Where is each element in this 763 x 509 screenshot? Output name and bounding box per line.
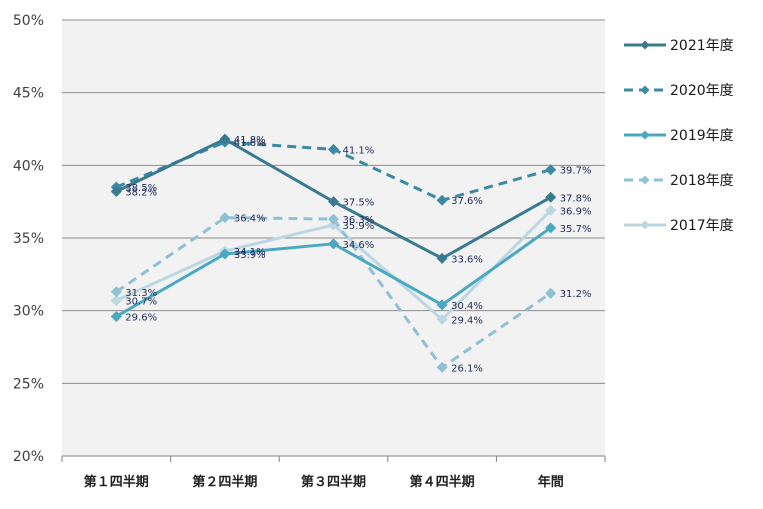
data-label: 35.9% bbox=[343, 221, 375, 232]
x-tick-label: 第１四半期 bbox=[84, 474, 149, 490]
y-tick-label: 40% bbox=[13, 158, 44, 174]
legend-item: 2017年度 bbox=[624, 218, 734, 234]
data-point-marker bbox=[436, 361, 448, 373]
legend-item: 2021年度 bbox=[624, 38, 734, 54]
x-axis: 第１四半期 第２四半期 第３四半期 第４四半期 年間 bbox=[61, 455, 606, 490]
data-point-marker bbox=[436, 299, 448, 311]
data-label: 41.8% bbox=[234, 135, 266, 146]
data-label: 35.7% bbox=[560, 224, 592, 235]
y-tick-label: 30% bbox=[13, 304, 44, 320]
series-2018年度 bbox=[110, 212, 557, 373]
x-tick-label: 第３四半期 bbox=[301, 474, 366, 490]
legend-label: 2020年度 bbox=[670, 83, 734, 99]
legend-marker bbox=[640, 40, 650, 50]
series-2017年度 bbox=[110, 204, 557, 325]
x-tick-label: 第２四半期 bbox=[192, 474, 257, 490]
data-label: 29.4% bbox=[451, 315, 483, 326]
data-label: 41.1% bbox=[343, 145, 375, 156]
data-label: 39.7% bbox=[560, 166, 592, 177]
y-tick-label: 20% bbox=[13, 449, 44, 465]
legend-item: 2019年度 bbox=[624, 128, 734, 144]
data-label: 30.7% bbox=[125, 296, 157, 307]
data-label: 38.2% bbox=[125, 187, 157, 198]
data-point-marker bbox=[219, 248, 231, 260]
data-point-marker bbox=[110, 294, 122, 306]
data-label: 37.6% bbox=[451, 196, 483, 207]
legend-item: 2018年度 bbox=[624, 173, 734, 189]
data-point-marker bbox=[436, 252, 448, 264]
data-label: 33.9% bbox=[234, 250, 266, 261]
legend-item: 2020年度 bbox=[624, 83, 734, 99]
data-label: 34.6% bbox=[343, 240, 375, 251]
legend-marker bbox=[640, 85, 650, 95]
data-label: 31.2% bbox=[560, 289, 592, 300]
data-label: 38.5% bbox=[125, 183, 157, 194]
legend-marker bbox=[640, 175, 650, 185]
y-tick-label: 45% bbox=[13, 86, 44, 102]
data-point-marker bbox=[110, 286, 122, 298]
data-point-marker bbox=[545, 164, 557, 176]
data-label: 29.6% bbox=[125, 312, 157, 323]
legend-label: 2021年度 bbox=[670, 38, 734, 54]
legend-marker bbox=[640, 220, 650, 230]
data-label: 36.9% bbox=[560, 206, 592, 217]
data-point-marker bbox=[436, 313, 448, 325]
data-point-marker bbox=[219, 133, 231, 145]
data-labels: 38.2% 41.8% 37.5% 33.6% 37.8% 38.5% 41.6% 41.1%… bbox=[125, 135, 591, 374]
data-point-marker bbox=[328, 238, 339, 250]
data-point-marker bbox=[545, 287, 557, 299]
data-point-marker bbox=[328, 196, 339, 208]
data-point-marker bbox=[545, 204, 557, 216]
data-point-marker bbox=[328, 213, 339, 225]
data-label: 36.4% bbox=[234, 214, 266, 225]
legend-marker bbox=[640, 130, 650, 140]
x-tick-label: 年間 bbox=[538, 474, 564, 490]
data-label: 36.3% bbox=[343, 215, 375, 226]
y-tick-label: 35% bbox=[13, 231, 44, 247]
legend: 2021年度 2020年度 2019年度 2018年度 2017年度 bbox=[624, 38, 734, 234]
data-label: 41.6% bbox=[234, 138, 266, 149]
data-point-marker bbox=[219, 212, 231, 224]
data-label: 33.6% bbox=[451, 254, 483, 265]
data-label: 31.3% bbox=[125, 288, 157, 299]
x-tick-label: 第４四半期 bbox=[410, 474, 475, 490]
data-label: 30.4% bbox=[451, 301, 483, 312]
data-point-marker bbox=[328, 143, 339, 155]
series-lines bbox=[110, 133, 557, 373]
legend-label: 2019年度 bbox=[670, 128, 734, 144]
y-tick-label: 50% bbox=[13, 13, 44, 29]
legend-label: 2017年度 bbox=[670, 218, 734, 234]
data-label: 26.1% bbox=[451, 363, 483, 374]
y-axis: 20% 25% 30% 35% 40% 45% 50% bbox=[13, 13, 44, 465]
data-point-marker bbox=[545, 191, 557, 203]
data-label: 37.5% bbox=[343, 198, 375, 209]
data-point-marker bbox=[436, 194, 448, 206]
data-point-marker bbox=[110, 185, 122, 197]
series-2021年度 bbox=[110, 133, 557, 264]
y-tick-label: 25% bbox=[13, 376, 44, 392]
data-point-marker bbox=[545, 222, 557, 234]
legend-label: 2018年度 bbox=[670, 173, 734, 189]
data-label: 34.1% bbox=[234, 247, 266, 258]
data-label: 37.8% bbox=[560, 193, 592, 204]
data-point-marker bbox=[110, 310, 122, 322]
series-2019年度 bbox=[110, 222, 557, 322]
